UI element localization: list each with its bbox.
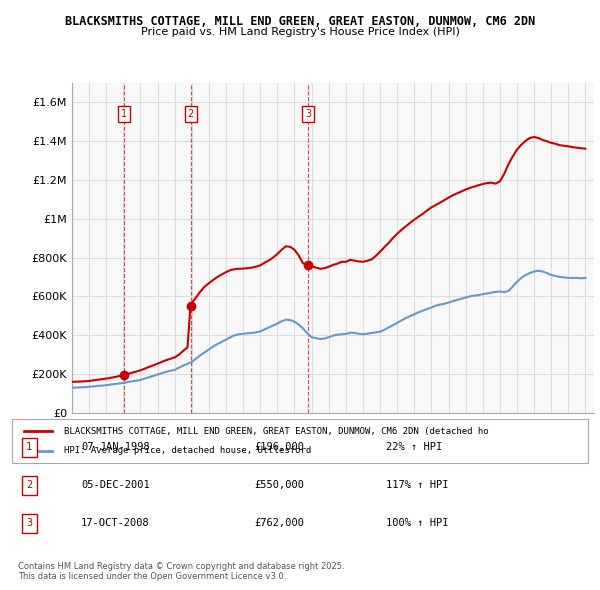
Text: HPI: Average price, detached house, Uttlesford: HPI: Average price, detached house, Uttl… [64,446,311,455]
Text: 05-DEC-2001: 05-DEC-2001 [81,480,150,490]
Text: Price paid vs. HM Land Registry's House Price Index (HPI): Price paid vs. HM Land Registry's House … [140,27,460,37]
Text: 22% ↑ HPI: 22% ↑ HPI [386,442,443,453]
Text: 3: 3 [305,109,311,119]
Text: 1: 1 [121,109,127,119]
Text: BLACKSMITHS COTTAGE, MILL END GREEN, GREAT EASTON, DUNMOW, CM6 2DN: BLACKSMITHS COTTAGE, MILL END GREEN, GRE… [65,15,535,28]
Text: 117% ↑ HPI: 117% ↑ HPI [386,480,449,490]
Text: Contains HM Land Registry data © Crown copyright and database right 2025.
This d: Contains HM Land Registry data © Crown c… [18,562,344,581]
Text: 100% ↑ HPI: 100% ↑ HPI [386,519,449,529]
Text: 1: 1 [26,442,32,453]
Text: 3: 3 [26,519,32,529]
Text: 2: 2 [26,480,32,490]
Text: 2: 2 [187,109,194,119]
Text: £196,000: £196,000 [254,442,304,453]
Text: 07-JAN-1998: 07-JAN-1998 [81,442,150,453]
Text: 17-OCT-2008: 17-OCT-2008 [81,519,150,529]
Text: £550,000: £550,000 [254,480,304,490]
Text: BLACKSMITHS COTTAGE, MILL END GREEN, GREAT EASTON, DUNMOW, CM6 2DN (detached ho: BLACKSMITHS COTTAGE, MILL END GREEN, GRE… [64,427,488,436]
Text: £762,000: £762,000 [254,519,304,529]
